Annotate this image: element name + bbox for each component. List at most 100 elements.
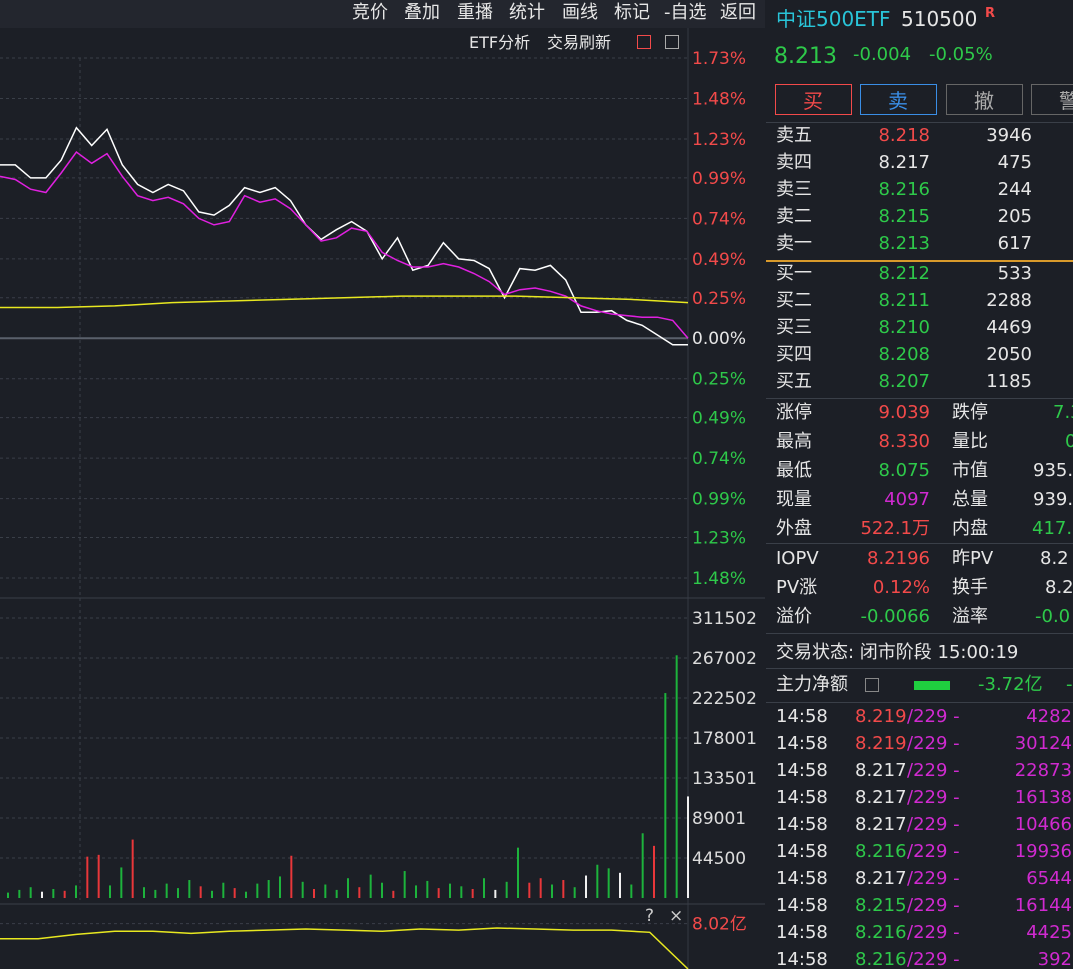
trade-volume: 4282	[1026, 706, 1072, 727]
stat-value: 8.075	[878, 460, 930, 481]
close-icon: ×	[669, 906, 683, 926]
stat-label: 昨PV	[952, 548, 994, 569]
line	[766, 122, 1073, 123]
toolbar-button[interactable]: 画线	[562, 2, 598, 23]
trade-button-label[interactable]: 撤	[974, 89, 994, 113]
volume-bar	[256, 883, 259, 898]
icon-panel	[665, 35, 679, 49]
volume-bar	[607, 868, 610, 898]
volume-bar	[426, 880, 429, 898]
volume-bar	[267, 880, 270, 898]
volume-bar	[403, 871, 406, 898]
volume-bar	[177, 888, 179, 898]
book-price: 8.215	[878, 206, 930, 227]
volume-bar	[494, 889, 497, 898]
book-volume: 3946	[986, 125, 1032, 146]
book-label: 买四	[776, 344, 812, 365]
trade-lot: /229 -	[907, 895, 960, 916]
main-flow-label: 主力净额	[776, 674, 848, 695]
stat-label: 跌停	[952, 402, 988, 423]
volume-bar	[233, 888, 236, 898]
y-tick-label: 0.99%	[692, 490, 746, 510]
stat-label: 内盘	[952, 518, 988, 539]
series-line	[0, 927, 689, 969]
trade-button-label[interactable]: 警	[1059, 89, 1073, 113]
trade-price: 8.217	[855, 868, 907, 889]
book-price: 8.213	[878, 233, 930, 254]
volume-bar	[324, 884, 327, 898]
change: -0.004	[853, 44, 912, 65]
trade-price: 8.219	[855, 733, 907, 754]
stat-value: 7.3	[1053, 402, 1073, 423]
toolbar-button[interactable]: 重播	[457, 2, 493, 23]
volume-bar	[222, 882, 225, 898]
book-volume: 2050	[986, 344, 1032, 365]
main-flow-tail: -	[1066, 674, 1073, 695]
toolbar-button[interactable]: 竞价	[352, 2, 388, 23]
volume-bar	[75, 885, 77, 898]
stat-value: -0.0066	[860, 606, 930, 627]
etf-analysis[interactable]: ETF分析	[469, 33, 531, 52]
trade-lot: /229 -	[907, 706, 960, 727]
stat-label: 最低	[776, 460, 812, 481]
stat-label: 量比	[952, 431, 988, 452]
book-volume: 617	[997, 233, 1032, 254]
y-tick-label: 1.23%	[692, 130, 746, 150]
trade-button	[860, 84, 937, 115]
y-tick-label: 0.49%	[692, 409, 746, 429]
stat-value: 522.1万	[860, 518, 930, 539]
volume-bar	[630, 884, 633, 898]
toolbar-button[interactable]: 返回	[720, 2, 756, 23]
book-label: 卖一	[776, 233, 812, 254]
last-price: 8.213	[774, 44, 837, 69]
trade-refresh[interactable]: 交易刷新	[547, 33, 612, 52]
trade-time: 14:58	[776, 922, 828, 943]
volume-bar	[369, 874, 372, 898]
volume-bar	[358, 887, 361, 898]
stat-value: 8.2	[1045, 577, 1073, 598]
trade-button-label[interactable]: 卖	[888, 89, 908, 113]
volume-bar	[505, 881, 508, 898]
line	[766, 633, 1073, 634]
book-label: 买五	[776, 371, 812, 392]
stat-label: 总量	[952, 489, 988, 510]
trade-button	[946, 84, 1023, 115]
trade-volume: 16138	[1014, 787, 1072, 808]
trade-lot: /229 -	[907, 814, 960, 835]
toolbar-button[interactable]: 叠加	[404, 2, 440, 23]
stat-value: 8.2	[1040, 548, 1069, 569]
volume-bar	[437, 888, 440, 898]
toolbar-button[interactable]: 统计	[509, 2, 545, 23]
trade-lot: /229 -	[907, 922, 960, 943]
trade-volume: 19936	[1014, 841, 1072, 862]
volume-bar	[165, 883, 168, 898]
help-icon: ?	[645, 906, 654, 926]
book-price: 8.217	[878, 152, 930, 173]
y-tick-label: 0.74%	[692, 449, 746, 469]
toolbar-button[interactable]: -自选	[664, 2, 707, 23]
volume-bar	[596, 864, 599, 898]
line	[766, 543, 1073, 544]
series-line	[0, 150, 689, 339]
book-divider	[766, 260, 1073, 262]
y-tick-label: 133501	[692, 769, 757, 789]
flow-icon	[865, 678, 879, 692]
trade-time: 14:58	[776, 895, 828, 916]
toolbar-button[interactable]: 标记	[614, 2, 650, 23]
series-line	[0, 295, 689, 309]
trade-volume: 392	[1037, 949, 1072, 969]
book-volume: 2288	[986, 290, 1032, 311]
volume-bar	[211, 890, 213, 898]
trade-button-label[interactable]: 买	[803, 89, 823, 113]
trade-volume: 6544	[1026, 868, 1072, 889]
trade-price: 8.219	[855, 706, 907, 727]
icon-up	[637, 35, 651, 49]
book-volume: 205	[997, 206, 1032, 227]
volume-bar	[131, 839, 134, 898]
trade-volume: 22873	[1014, 760, 1072, 781]
y-tick-label: 1.48%	[692, 569, 746, 589]
volume-bar	[335, 889, 338, 898]
volume-bar	[675, 655, 678, 898]
trade-time: 14:58	[776, 841, 828, 862]
